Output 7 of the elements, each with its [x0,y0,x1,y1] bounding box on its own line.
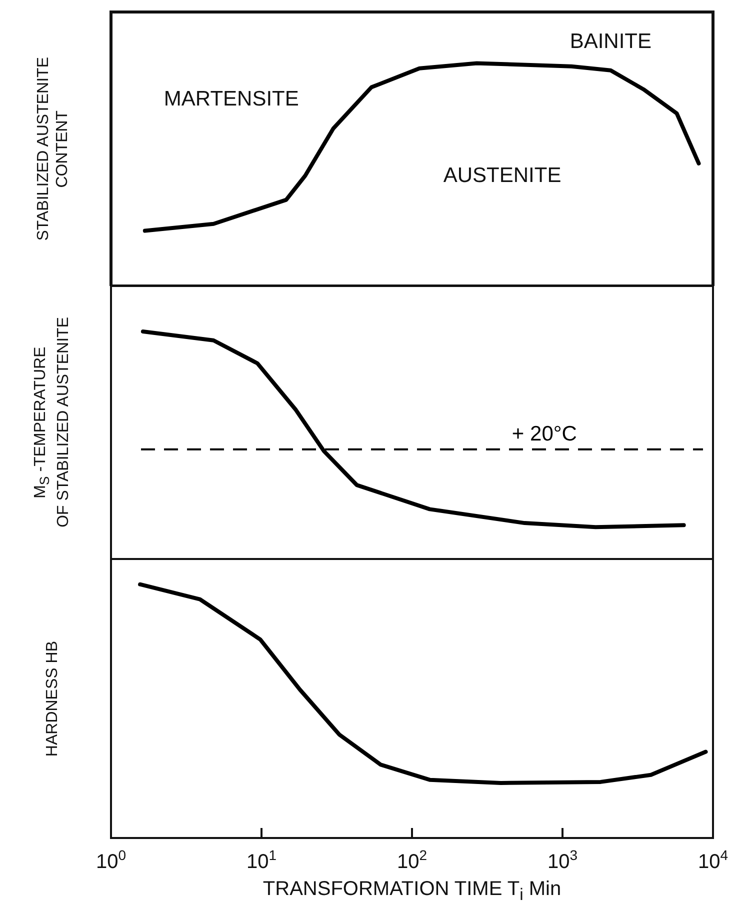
y-axis-title: HARDNESS HB [43,640,62,756]
x-axis-title: TRANSFORMATION TIME T$_{i}$ Min [262,878,562,905]
ref-line-label: + 20°C [512,422,577,446]
y-axis-title: STABILIZED AUSTENITE CONTENT [34,57,72,241]
annotation: MARTENSITE [164,87,299,110]
text: BAINITE [570,30,652,53]
annotation: AUSTENITE [443,164,562,188]
